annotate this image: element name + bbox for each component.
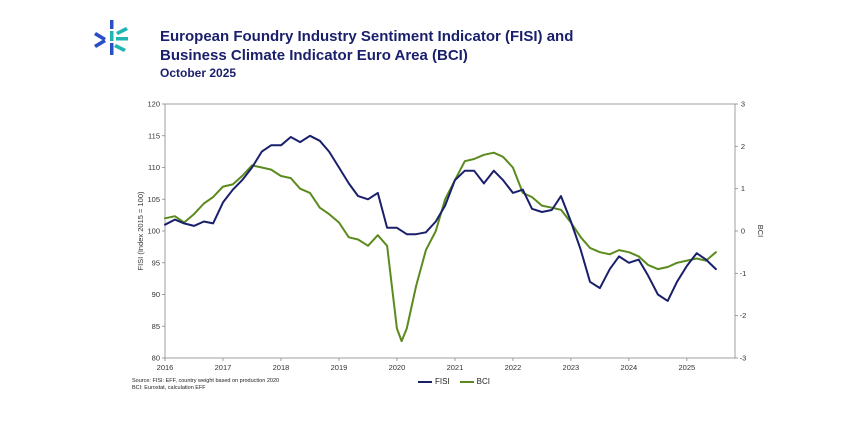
plot-area (164, 103, 736, 359)
source-note-1: Source: FISI: EFF, country weight based … (132, 378, 280, 384)
y-tick-label: 105 (147, 195, 160, 204)
legend-item-fisi: FISI (418, 377, 450, 386)
y2-tick-label: -3 (740, 354, 747, 363)
chart-title-block: European Foundry Industry Sentiment Indi… (160, 27, 573, 81)
y-tick-label: 85 (152, 322, 160, 331)
x-tick-label: 2017 (215, 363, 232, 372)
y2-tick-label: 0 (741, 227, 745, 236)
y-tick-label: 95 (152, 258, 160, 267)
y-tick-label: 115 (148, 131, 160, 140)
y2-axis-label: BCI (756, 225, 765, 238)
legend-swatch-bci (459, 380, 474, 383)
x-tick-label: 2019 (331, 363, 348, 372)
eff-logo-icon (94, 20, 128, 55)
source-notes: Source: FISI: EFF, country weight based … (132, 378, 279, 392)
y2-tick-label: 1 (741, 184, 745, 193)
y-tick-label: 80 (152, 354, 160, 363)
y2-tick-label: -2 (740, 311, 747, 320)
legend-item-bci: BCI (459, 377, 491, 386)
y2-tick-label: 3 (741, 100, 745, 109)
legend-swatch-fisi (418, 380, 432, 383)
legend-label-fisi: FISI (435, 377, 450, 386)
x-tick-label: 2023 (563, 363, 580, 372)
chart-title-line2: Business Climate Indicator Euro Area (BC… (160, 47, 468, 64)
x-tick-label: 2020 (389, 363, 406, 372)
legend: FISI BCI (418, 377, 490, 386)
x-tick-label: 2022 (505, 363, 522, 372)
y2-tick-label: -1 (740, 269, 747, 278)
x-tick-label: 2025 (679, 363, 696, 372)
x-tick-label: 2021 (447, 363, 464, 372)
y-tick-label: 100 (147, 227, 160, 236)
y2-tick-label: 2 (741, 142, 745, 151)
source-note-2: BCI: Eurostat, calculation EFF (132, 385, 206, 391)
y-tick-label: 90 (152, 290, 160, 299)
x-tick-label: 2024 (621, 363, 638, 372)
x-tick-label: 2016 (157, 363, 174, 372)
chart-title-line1: European Foundry Industry Sentiment Indi… (160, 28, 574, 45)
chart-subtitle: October 2025 (160, 66, 237, 80)
legend-label-bci: BCI (476, 377, 491, 386)
y-axis-label: FISI (Index 2015 = 100) (136, 191, 145, 271)
y-tick-label: 120 (147, 100, 160, 109)
series-line-fisi (164, 134, 717, 302)
x-tick-label: 2018 (273, 363, 290, 372)
y-tick-label: 110 (148, 163, 160, 172)
series-line-bci (164, 151, 717, 343)
